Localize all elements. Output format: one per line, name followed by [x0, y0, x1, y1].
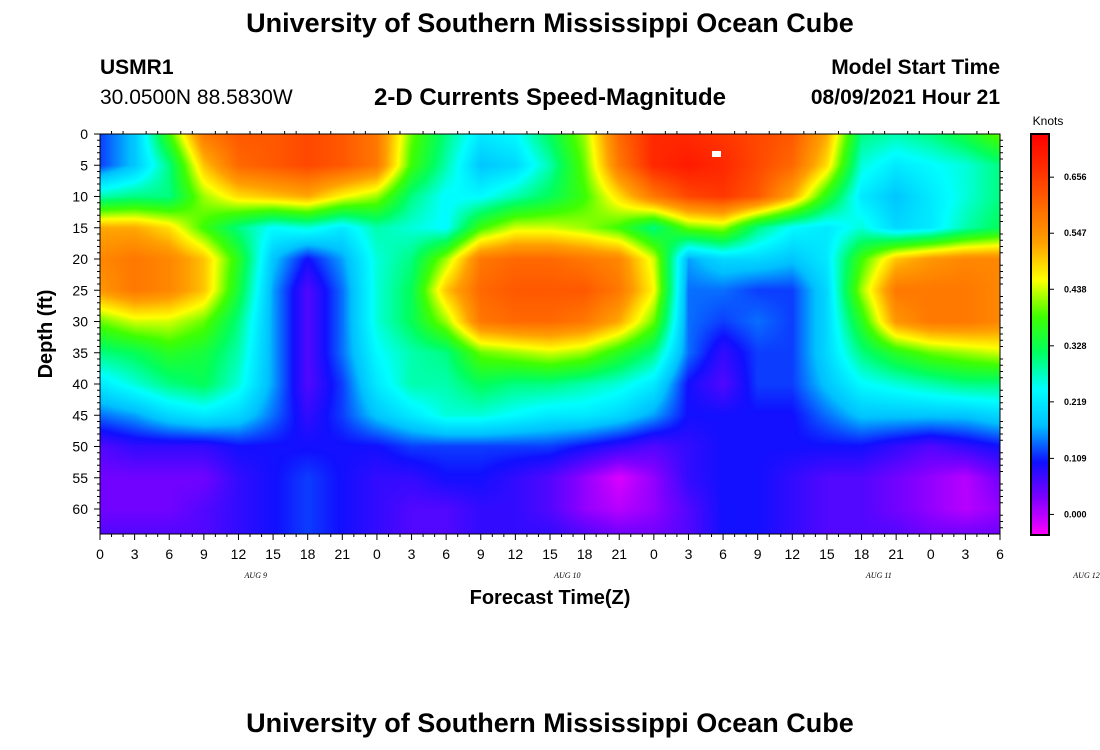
colorbar-unit: Knots — [1033, 114, 1064, 128]
x-tick-label: 15 — [542, 546, 558, 562]
x-tick-label: 9 — [754, 546, 762, 562]
y-tick-label: 55 — [72, 470, 88, 486]
x-tick-label: 3 — [961, 546, 969, 562]
y-axis-label: Depth (ft) — [35, 290, 57, 379]
station-location: 30.0500N 88.5830W — [100, 86, 293, 109]
x-tick-label: 6 — [165, 546, 173, 562]
x-tick-label: 3 — [408, 546, 416, 562]
colorbar: Knots 0.656 0.547 0.438 0.328 0.219 0.109 0.00… — [1030, 114, 1087, 536]
x-tick-label: 0 — [373, 546, 381, 562]
x-tick-label: 3 — [131, 546, 139, 562]
colorbar-tick-label: 0.438 — [1064, 284, 1087, 294]
colorbar-tick-label: 0.656 — [1064, 172, 1087, 182]
day-label: AUG 11 — [865, 571, 892, 580]
x-tick-label: 0 — [96, 546, 104, 562]
colorbar-tick-label: 0.000 — [1064, 509, 1087, 519]
y-tick-label: 25 — [72, 282, 88, 298]
x-tick-label: 0 — [650, 546, 658, 562]
x-tick-label: 6 — [996, 546, 1004, 562]
x-tick-label: 21 — [335, 546, 351, 562]
x-tick-label: 12 — [231, 546, 247, 562]
page-title: University of Southern Mississippi Ocean… — [246, 8, 854, 38]
marker — [712, 151, 721, 157]
day-label: AUG 12 — [1072, 571, 1099, 580]
y-tick-label: 5 — [80, 157, 88, 173]
y-tick-label: 30 — [72, 314, 88, 330]
day-labels: AUG 9 AUG 10 AUG 11 AUG 12 — [244, 571, 1100, 580]
current-speed-heatmap: 0 3 6 9 12 15 18 21 0 3 6 9 12 15 18 21 0 3 6 9 12 15 18 21 0 3 6 … — [35, 114, 1100, 609]
y-tick-label: 15 — [72, 220, 88, 236]
y-tick-label: 45 — [72, 407, 88, 423]
x-tick-label: 6 — [442, 546, 450, 562]
heatmap-field — [100, 134, 1000, 534]
x-tick-label: 15 — [819, 546, 835, 562]
x-tick-label: 3 — [685, 546, 693, 562]
x-tick-label: 9 — [477, 546, 485, 562]
colorbar-tick-label: 0.547 — [1064, 228, 1087, 238]
y-tick-label: 0 — [80, 126, 88, 142]
x-tick-label: 18 — [577, 546, 593, 562]
chart-title: 2-D Currents Speed-Magnitude — [373, 84, 727, 111]
x-axis: 0 3 6 9 12 15 18 21 0 3 6 9 12 15 18 21 0 3 6 9 12 15 18 21 0 3 6 — [96, 131, 1004, 562]
y-tick-label: 40 — [72, 376, 88, 392]
y-tick-label: 35 — [72, 345, 88, 361]
colorbar-scale — [1030, 133, 1050, 536]
model-start-value: 08/09/2021 Hour 21 — [810, 86, 1000, 109]
station-id: USMR1 — [100, 56, 174, 79]
x-tick-label: 0 — [927, 546, 935, 562]
model-start-label: Model Start Time — [831, 56, 1000, 79]
y-tick-label: 50 — [72, 439, 88, 455]
y-tick-label: 20 — [72, 251, 88, 267]
colorbar-tick-label: 0.109 — [1064, 453, 1087, 463]
footer-title: University of Southern Mississippi Ocean… — [246, 708, 854, 738]
x-tick-label: 21 — [611, 546, 627, 562]
colorbar-tick-label: 0.219 — [1064, 397, 1087, 407]
x-tick-label: 18 — [854, 546, 870, 562]
y-tick-label: 10 — [72, 189, 88, 205]
x-tick-label: 6 — [719, 546, 727, 562]
x-axis-label: Forecast Time(Z) — [470, 587, 631, 609]
x-tick-label: 15 — [265, 546, 281, 562]
day-label: AUG 9 — [244, 571, 267, 580]
y-axis: 0 5 10 15 20 25 30 35 40 45 50 55 60 — [72, 126, 1003, 529]
x-tick-label: 18 — [300, 546, 316, 562]
y-tick-label: 60 — [72, 501, 88, 517]
x-tick-label: 12 — [785, 546, 801, 562]
x-tick-label: 21 — [888, 546, 904, 562]
day-label: AUG 10 — [553, 571, 580, 580]
colorbar-tick-label: 0.328 — [1064, 341, 1087, 351]
x-tick-label: 12 — [508, 546, 524, 562]
x-tick-label: 9 — [200, 546, 208, 562]
